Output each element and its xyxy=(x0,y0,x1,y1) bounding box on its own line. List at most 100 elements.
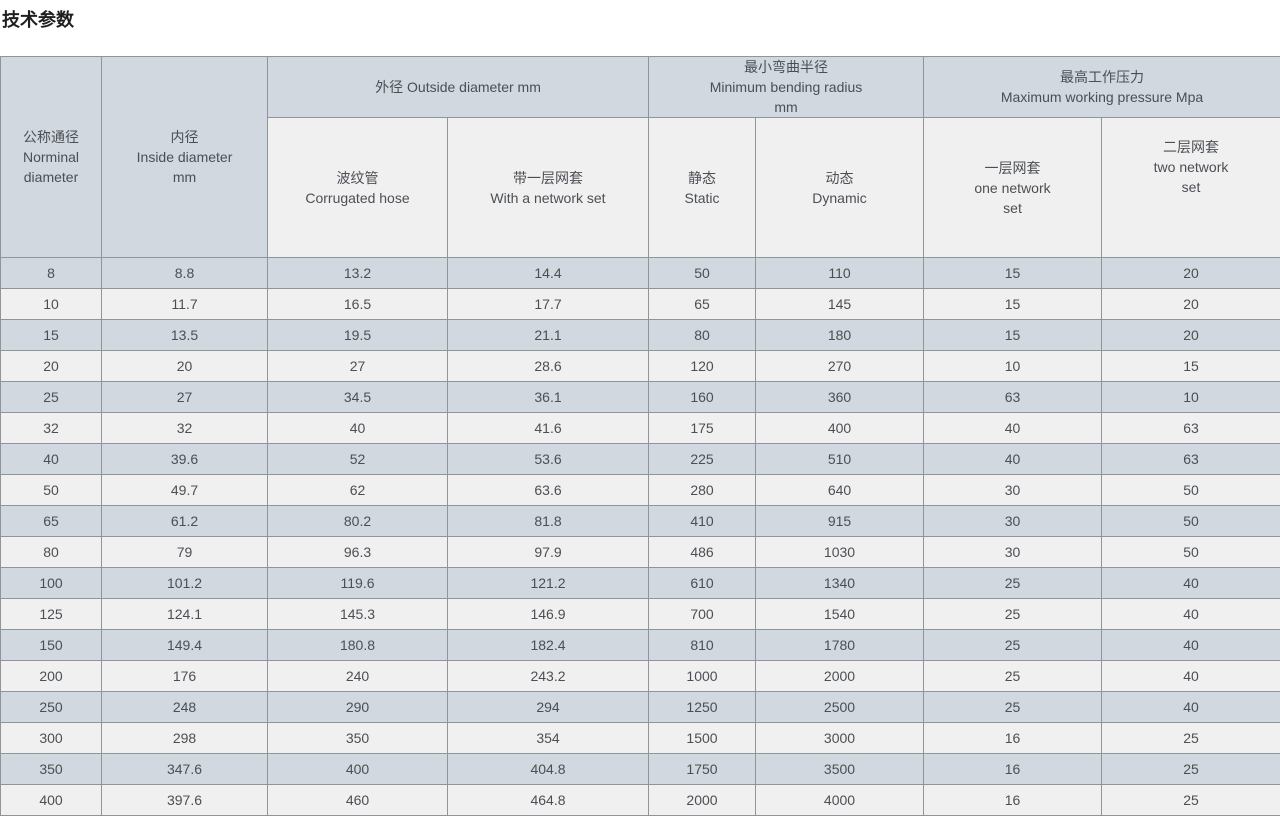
table-cell: 464.8 xyxy=(447,784,649,816)
table-cell: 15 xyxy=(923,288,1102,320)
table-cell: 200 xyxy=(0,660,102,692)
table-cell: 80 xyxy=(648,319,756,351)
table-cell: 1340 xyxy=(755,567,924,599)
table-cell: 40 xyxy=(923,443,1102,475)
table-cell: 40 xyxy=(1100,691,1280,723)
table-cell: 34.5 xyxy=(267,381,448,413)
table-cell: 294 xyxy=(447,691,649,723)
table-cell: 40 xyxy=(1100,598,1280,630)
table-cell: 16 xyxy=(923,722,1102,754)
table-cell: 1030 xyxy=(755,536,924,568)
table-cell: 1000 xyxy=(648,660,756,692)
table-cell: 15 xyxy=(923,257,1102,289)
table-cell: 250 xyxy=(0,691,102,723)
table-row: 10 11.7 16.5 17.7 65 145 15 20 xyxy=(0,288,1280,320)
table-cell: 119.6 xyxy=(267,567,448,599)
table-cell: 280 xyxy=(648,474,756,506)
table-cell: 41.6 xyxy=(447,412,649,444)
table-cell: 50 xyxy=(1100,505,1280,537)
table-cell: 25 xyxy=(1100,784,1280,816)
table-cell: 40 xyxy=(1100,567,1280,599)
table-cell: 50 xyxy=(1100,536,1280,568)
table-cell: 160 xyxy=(648,381,756,413)
table-cell: 25 xyxy=(923,567,1102,599)
table-cell: 65 xyxy=(648,288,756,320)
table-cell: 240 xyxy=(267,660,448,692)
table-cell: 270 xyxy=(755,350,924,382)
table-cell: 96.3 xyxy=(267,536,448,568)
table-cell: 404.8 xyxy=(447,753,649,785)
table-cell: 290 xyxy=(267,691,448,723)
table-cell: 1540 xyxy=(755,598,924,630)
table-cell: 25 xyxy=(1100,753,1280,785)
table-cell: 20 xyxy=(1100,288,1280,320)
table-row: 40 39.6 52 53.6 225 510 40 63 xyxy=(0,443,1280,475)
table-row: 125 124.1 145.3 146.9 700 1540 25 40 xyxy=(0,598,1280,630)
table-cell: 146.9 xyxy=(447,598,649,630)
table-cell: 243.2 xyxy=(447,660,649,692)
table-cell: 13.5 xyxy=(101,319,268,351)
table-cell: 50 xyxy=(1100,474,1280,506)
table-cell: 40 xyxy=(0,443,102,475)
table-cell: 298 xyxy=(101,722,268,754)
table-cell: 248 xyxy=(101,691,268,723)
page-title: 技术参数 xyxy=(2,10,74,30)
table-cell: 3000 xyxy=(755,722,924,754)
table-cell: 400 xyxy=(0,784,102,816)
table-cell: 1250 xyxy=(648,691,756,723)
table-cell: 8 xyxy=(0,257,102,289)
table-row: 50 49.7 62 63.6 280 640 30 50 xyxy=(0,474,1280,506)
table-cell: 510 xyxy=(755,443,924,475)
table-cell: 124.1 xyxy=(101,598,268,630)
header-one-network-set: 一层网套 one network set xyxy=(923,117,1102,258)
table-cell: 1780 xyxy=(755,629,924,661)
table-cell: 150 xyxy=(0,629,102,661)
table-cell: 30 xyxy=(923,536,1102,568)
table-cell: 30 xyxy=(923,474,1102,506)
table-cell: 4000 xyxy=(755,784,924,816)
table-cell: 300 xyxy=(0,722,102,754)
table-row: 150 149.4 180.8 182.4 810 1780 25 40 xyxy=(0,629,1280,661)
header-inside-diameter: 内径 Inside diameter mm xyxy=(101,56,268,258)
table-cell: 15 xyxy=(923,319,1102,351)
table-cell: 40 xyxy=(1100,629,1280,661)
table-cell: 15 xyxy=(1100,350,1280,382)
header-group-row: 公称通径 Norminal diameter 内径 Inside diamete… xyxy=(0,56,1280,258)
table-cell: 110 xyxy=(755,257,924,289)
header-sub-row: 波纹管 Corrugated hose 带一层网套 With a network… xyxy=(1,117,1280,258)
table-cell: 53.6 xyxy=(447,443,649,475)
table-row: 25 27 34.5 36.1 160 360 63 10 xyxy=(0,381,1280,413)
table-cell: 180.8 xyxy=(267,629,448,661)
table-body: 8 8.8 13.2 14.4 50 110 15 20 10 11.7 16.5 17.7 65 145… xyxy=(0,257,1280,816)
table-cell: 700 xyxy=(648,598,756,630)
table-cell: 40 xyxy=(1100,660,1280,692)
header-with-network-set: 带一层网套 With a network set xyxy=(447,117,649,258)
table-cell: 20 xyxy=(101,350,268,382)
table-cell: 19.5 xyxy=(267,319,448,351)
header-corrugated-hose: 波纹管 Corrugated hose xyxy=(267,117,448,258)
table-cell: 354 xyxy=(447,722,649,754)
table-row: 400 397.6 460 464.8 2000 4000 16 25 xyxy=(0,784,1280,816)
header-group-outside-diameter: 外径 Outside diameter mm xyxy=(267,56,649,118)
table-header: 公称通径 Norminal diameter 内径 Inside diamete… xyxy=(0,56,1280,258)
table-cell: 120 xyxy=(648,350,756,382)
table-cell: 16 xyxy=(923,784,1102,816)
table-cell: 2500 xyxy=(755,691,924,723)
table-cell: 610 xyxy=(648,567,756,599)
table-cell: 81.8 xyxy=(447,505,649,537)
table-row: 250 248 290 294 1250 2500 25 40 xyxy=(0,691,1280,723)
table-cell: 410 xyxy=(648,505,756,537)
table-cell: 182.4 xyxy=(447,629,649,661)
table-cell: 10 xyxy=(1100,381,1280,413)
table-cell: 350 xyxy=(0,753,102,785)
table-cell: 176 xyxy=(101,660,268,692)
table-row: 200 176 240 243.2 1000 2000 25 40 xyxy=(0,660,1280,692)
table-cell: 175 xyxy=(648,412,756,444)
table-cell: 360 xyxy=(755,381,924,413)
table-row: 32 32 40 41.6 175 400 40 63 xyxy=(0,412,1280,444)
table-cell: 40 xyxy=(923,412,1102,444)
table-cell: 2000 xyxy=(648,784,756,816)
table-cell: 100 xyxy=(0,567,102,599)
table-cell: 50 xyxy=(0,474,102,506)
table-row: 100 101.2 119.6 121.2 610 1340 25 40 xyxy=(0,567,1280,599)
